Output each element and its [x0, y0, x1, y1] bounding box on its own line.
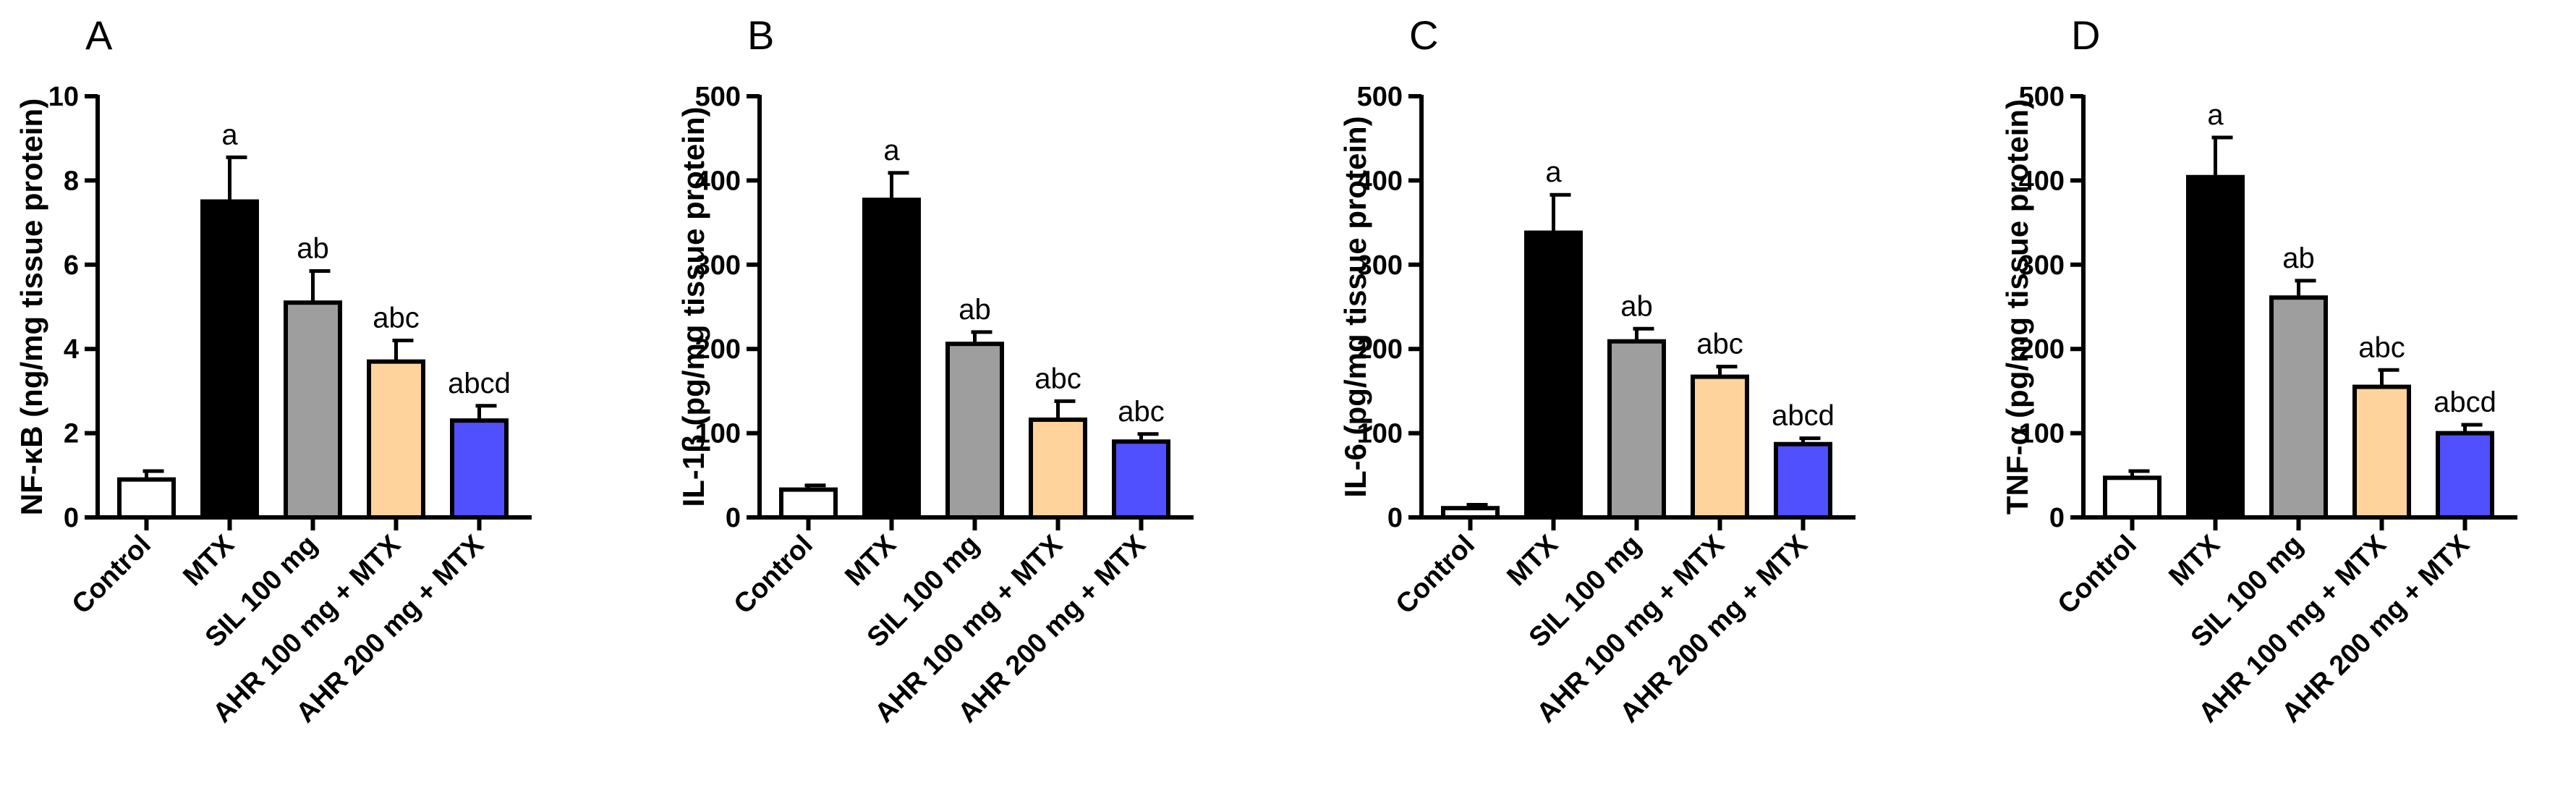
significance-label: abcd — [1772, 400, 1835, 432]
significance-label: ab — [297, 233, 329, 265]
panel-letter-a: A — [85, 12, 113, 58]
y-tick-label: 400 — [2019, 166, 2065, 196]
panel-letter-b: B — [747, 12, 774, 58]
chart-svg-d: D TNF-α (pg/mg tissue protein) 0 100 200 300 4… — [2000, 12, 2517, 729]
x-tick-label: MTX — [177, 529, 240, 592]
y-tick-label: 0 — [726, 503, 741, 533]
bar — [945, 342, 1004, 520]
y-tick-label: 100 — [1357, 419, 1403, 449]
x-tick-label: Control — [1390, 530, 1481, 620]
panel-d: D TNF-α (pg/mg tissue protein) 0 100 200 300 4… — [1986, 0, 2576, 796]
y-tick-label: 200 — [2019, 334, 2065, 365]
y-axis-label: IL-1β (pg/mg tissue protein) — [676, 107, 710, 507]
significance-label: abc — [373, 302, 420, 334]
bar — [1029, 417, 1087, 520]
significance-label: abc — [1696, 329, 1743, 360]
bar — [2103, 475, 2161, 520]
y-tick-label: 300 — [695, 250, 741, 281]
significance-label: abcd — [448, 368, 511, 399]
bar — [200, 199, 259, 520]
bar — [779, 487, 838, 520]
x-tick-label: Control — [67, 530, 157, 620]
significance-label: a — [1545, 156, 1562, 188]
y-tick-label: 200 — [1357, 334, 1403, 365]
y-tick-label: 400 — [1357, 166, 1403, 196]
y-tick-label: 2 — [64, 419, 79, 449]
panel-letter-c: C — [1409, 12, 1438, 58]
bar — [1112, 439, 1170, 520]
y-tick-label: 8 — [64, 166, 79, 196]
panel-b: B IL-1β (pg/mg tissue protein) 0 100 200 300 4… — [662, 0, 1313, 796]
y-tick-label: 100 — [2019, 419, 2065, 449]
bar — [1607, 339, 1666, 520]
y-tick-label: 0 — [64, 503, 79, 533]
chart-svg-b: B IL-1β (pg/mg tissue protein) 0 100 200 300 4… — [676, 12, 1194, 729]
significance-label: abc — [1034, 363, 1081, 394]
bar — [367, 359, 425, 520]
bar — [117, 477, 176, 520]
significance-label: abcd — [2433, 386, 2496, 418]
y-axis-label: IL-6 (pg/mg tissue protein) — [1338, 116, 1372, 497]
bar — [862, 198, 921, 520]
significance-label: a — [883, 135, 900, 166]
y-axis-label: NF-κB (ng/mg tissue protein) — [14, 98, 48, 515]
significance-label: abc — [1118, 396, 1165, 428]
significance-label: ab — [2282, 242, 2315, 274]
significance-label: ab — [958, 294, 991, 326]
bar — [2269, 295, 2328, 520]
y-tick-label: 500 — [695, 82, 741, 112]
x-tick-label: MTX — [1501, 529, 1564, 592]
significance-label: ab — [1620, 290, 1653, 322]
panel-c: C IL-6 (pg/mg tissue protein) 0 100 200 300 40… — [1324, 0, 1975, 796]
y-tick-label: 6 — [64, 250, 79, 281]
y-tick-label: 500 — [1357, 82, 1403, 112]
bar — [1691, 374, 1749, 520]
y-tick-label: 300 — [1357, 250, 1403, 281]
x-tick-label: MTX — [839, 529, 902, 592]
bar — [284, 300, 342, 520]
y-tick-label: 4 — [64, 334, 79, 365]
bar — [1441, 506, 1500, 520]
chart-svg-c: C IL-6 (pg/mg tissue protein) 0 100 200 300 40… — [1338, 12, 1856, 729]
y-tick-label: 10 — [48, 82, 79, 112]
panel-a: A NF-κB (ng/mg tissue protein) 0 2 4 6 8 10 Cont… — [0, 0, 651, 796]
x-tick-label: Control — [2052, 530, 2143, 620]
y-axis-label: TNF-α (pg/mg tissue protein) — [2000, 99, 2034, 515]
y-tick-label: 300 — [2019, 250, 2065, 281]
significance-label: a — [2207, 99, 2224, 131]
y-tick-label: 400 — [695, 166, 741, 196]
bar — [1774, 441, 1832, 520]
y-tick-label: 0 — [1387, 503, 1403, 533]
bar — [2352, 384, 2411, 520]
y-tick-label: 100 — [695, 419, 741, 449]
bar — [2436, 431, 2494, 520]
panel-letter-d: D — [2071, 12, 2100, 58]
bar — [450, 418, 509, 520]
bar — [1524, 230, 1583, 520]
y-tick-label: 0 — [2049, 503, 2065, 533]
y-tick-label: 500 — [2019, 82, 2065, 112]
y-tick-label: 200 — [695, 334, 741, 365]
significance-label: abc — [2358, 331, 2405, 363]
chart-svg-a: A NF-κB (ng/mg tissue protein) 0 2 4 6 8 10 Cont… — [14, 12, 532, 729]
x-tick-label: MTX — [2163, 529, 2226, 592]
bar — [2186, 174, 2245, 520]
x-tick-label: Control — [728, 530, 819, 620]
significance-label: a — [221, 119, 238, 151]
